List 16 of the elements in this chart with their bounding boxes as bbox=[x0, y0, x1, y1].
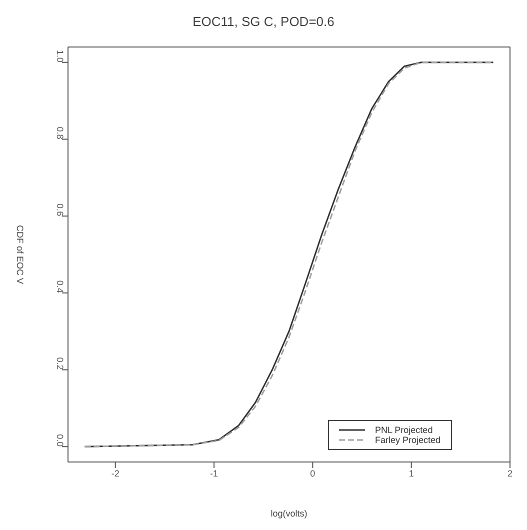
chart-title: EOC11, SG C, POD=0.6 bbox=[192, 13, 336, 31]
y-tick-label: 0.8 bbox=[54, 126, 65, 140]
x-tick-label: 0 bbox=[310, 468, 316, 478]
y-tick-label: 0.4 bbox=[54, 280, 65, 293]
x-tick-label: 1 bbox=[408, 468, 414, 478]
legend-label: PNL Projected bbox=[375, 425, 433, 435]
x-tick-label: -1 bbox=[210, 468, 218, 478]
y-axis-title: CDF of EOC V bbox=[14, 224, 25, 284]
legend-label: Farley Projected bbox=[375, 435, 441, 445]
x-tick-label: -2 bbox=[111, 468, 120, 478]
y-tick-label: 0.2 bbox=[54, 357, 65, 370]
y-tick-label: 0.6 bbox=[54, 204, 65, 216]
y-tick-label: 0.0 bbox=[54, 434, 65, 447]
x-axis-title: log(volts) bbox=[270, 508, 308, 518]
x-tick-label: 2 bbox=[507, 468, 513, 478]
y-tick-label: 1.0 bbox=[54, 50, 65, 62]
